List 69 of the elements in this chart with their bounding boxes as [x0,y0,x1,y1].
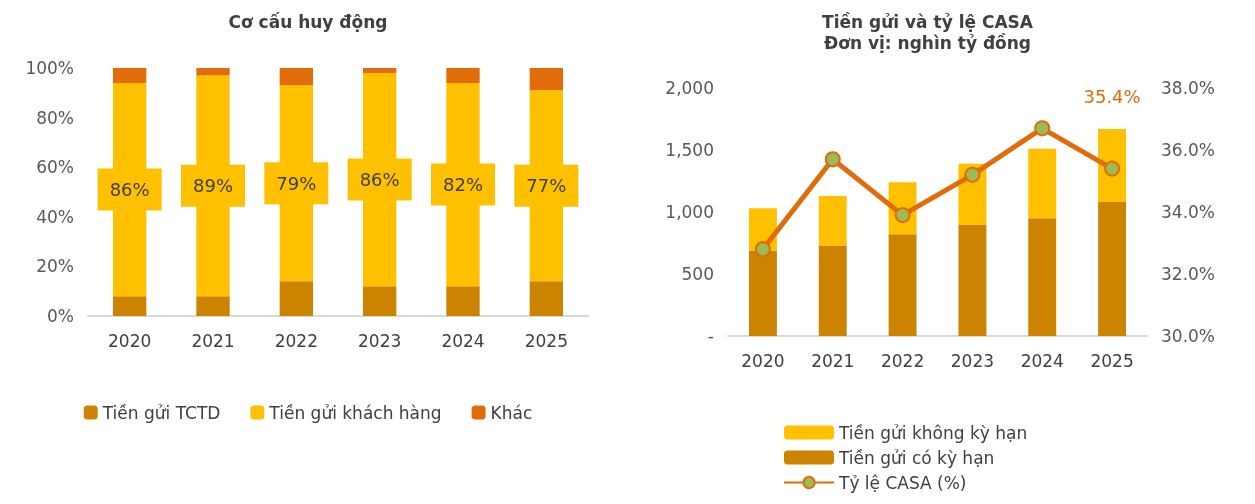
legend-label: Tỷ lệ CASA (%) [838,472,967,493]
y2-tick-label: 32.0% [1161,264,1216,284]
x-tick-label: 2025 [1090,350,1134,371]
bar [113,296,147,316]
point [1104,160,1121,177]
point [824,151,841,168]
data-label: 86% [109,179,150,201]
y-tick-label: 1,000 [665,202,714,222]
y-tick-label: 80% [36,107,74,128]
chart-title: Tiền gửi và tỷ lệ CASA [822,11,1034,32]
x-tick-label: 2024 [441,330,485,351]
x-tick-label: 2021 [811,350,855,371]
y-tick-label: 60% [36,157,74,178]
bar [1098,202,1127,336]
x-tick-label: 2023 [950,350,995,371]
data-label: 79% [276,172,317,194]
y-tick-label: 2,000 [665,78,714,98]
bar [748,250,777,336]
data-label: 35.4% [1083,86,1141,108]
y-tick-label: 100% [25,58,74,78]
bar [888,234,917,336]
legend-label: Tiền gửi có kỳ hạn [838,447,995,468]
y-tick-label: 500 [681,264,714,284]
x-tick-label: 2020 [741,350,785,371]
bar [446,286,480,316]
x-tick-label: 2024 [1020,350,1064,371]
bar [196,68,230,76]
data-label: 89% [192,175,234,197]
bar [363,286,397,316]
bar [1028,218,1057,336]
point [754,241,771,258]
y-tick-label: - [707,326,714,346]
y-tick-label: 20% [36,256,74,277]
legend-label: Tiền gửi khách hàng [268,402,442,423]
x-tick-label: 2020 [108,330,152,351]
bar [529,281,563,316]
y2-tick-label: 34.0% [1161,202,1216,222]
x-tick-label: 2025 [524,330,568,351]
y2-tick-label: 38.0% [1161,78,1216,98]
bar [529,68,563,91]
y2-tick-label: 30.0% [1161,326,1216,346]
x-tick-label: 2021 [191,330,235,351]
bar [446,68,480,83]
x-tick-label: 2022 [880,350,925,371]
bar [818,245,847,336]
data-label: 86% [359,169,400,191]
bar [363,68,397,73]
bar [958,224,987,336]
legend-label: Tiền gửi không kỳ hạn [838,422,1028,443]
y-tick-label: 0% [47,306,74,326]
y2-tick-label: 36.0% [1161,140,1216,160]
data-label: 77% [526,175,567,197]
x-tick-label: 2023 [358,330,402,351]
legend-label: Tiền gửi TCTD [101,402,221,423]
bar [818,195,847,246]
bar [279,68,313,86]
point [1034,120,1051,137]
legend-label: Khác [490,402,533,423]
data-label: 82% [442,174,484,196]
bar [279,281,313,316]
y-tick-label: 1,500 [665,140,714,160]
chart-subtitle: Đơn vị: nghìn tỷ đồng [823,32,1032,53]
bar [113,68,147,83]
bar [196,296,230,316]
point [964,166,981,183]
y-tick-label: 40% [36,206,74,227]
bar [1028,148,1057,219]
x-tick-label: 2022 [274,330,318,351]
chart-title: Cơ cấu huy động [228,11,388,32]
